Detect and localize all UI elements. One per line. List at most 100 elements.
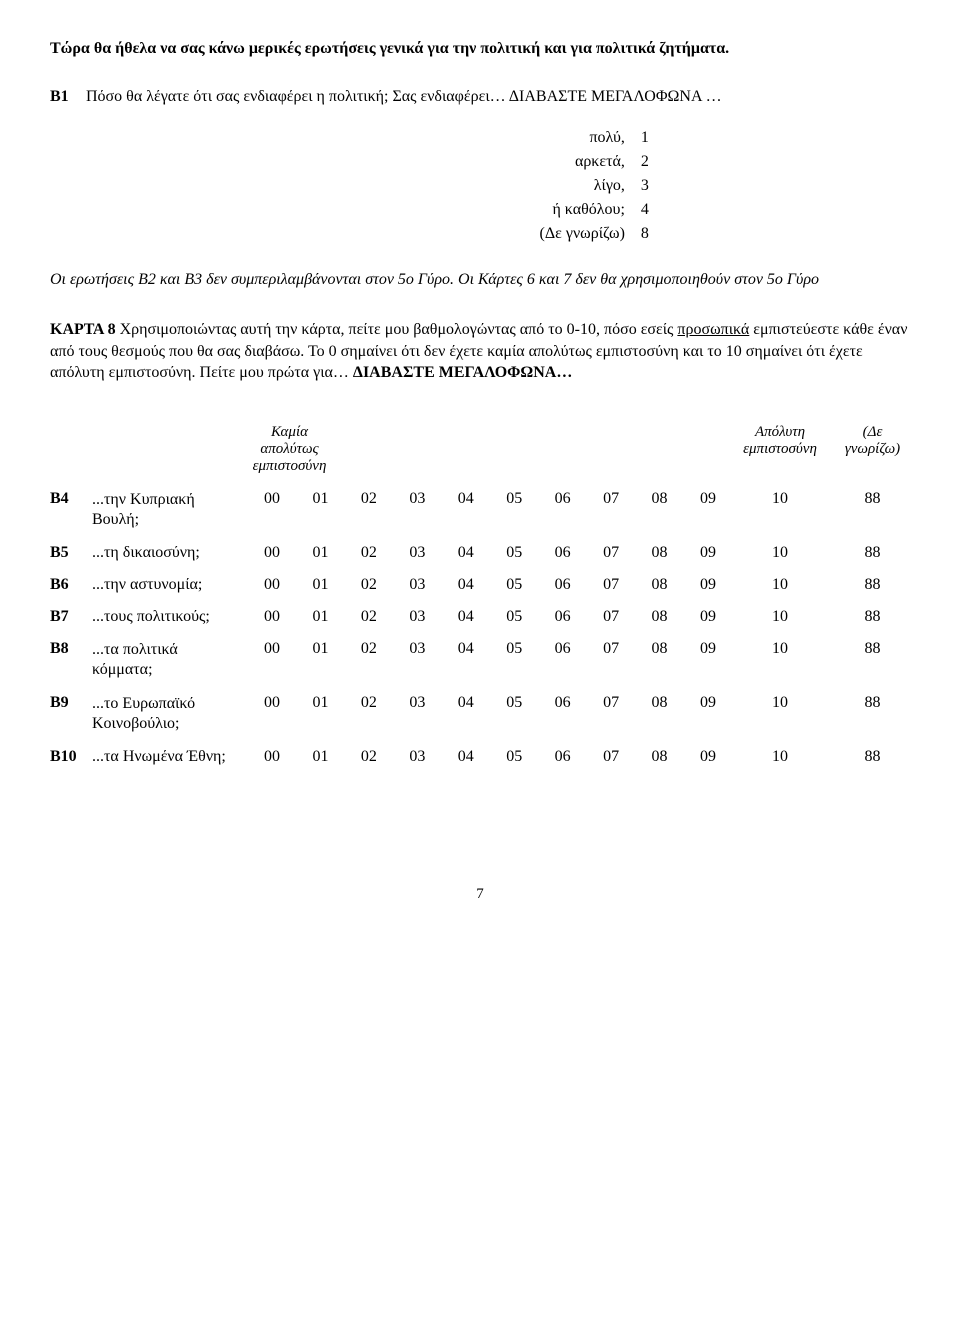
b1-option-code: 2: [633, 150, 690, 174]
scale-number: 04: [449, 748, 483, 766]
scale-number: 08: [643, 576, 677, 594]
scale-item-code: B5: [50, 544, 92, 562]
scale-row: B6...την αστυνομία;000102030405060708091…: [50, 576, 910, 594]
scale-number: 06: [546, 608, 580, 626]
scale-ten: 10: [725, 694, 835, 712]
page-number: 7: [50, 886, 910, 903]
scale-number: 01: [303, 608, 337, 626]
b1-option-label: πολύ,: [270, 126, 633, 150]
scale-number: 07: [594, 748, 628, 766]
scale-number: 00: [255, 490, 289, 508]
scale-item-code: B10: [50, 748, 92, 766]
scale-row: B5...τη δικαιοσύνη;000102030405060708091…: [50, 544, 910, 562]
scale-numbers: 00010203040506070809: [255, 544, 725, 562]
scale-dk: 88: [835, 640, 910, 658]
scale-dk: 88: [835, 748, 910, 766]
scale-number: 00: [255, 608, 289, 626]
scale-number: 04: [449, 490, 483, 508]
scale-dk: 88: [835, 608, 910, 626]
b1-option-label: λίγο,: [270, 174, 633, 198]
b1-code: B1: [50, 88, 78, 106]
b1-option-row: αρκετά,2: [270, 150, 690, 174]
scale-number: 03: [400, 544, 434, 562]
card-tail: ΔΙΑΒΑΣΤΕ ΜΕΓΑΛΟΦΩΝΑ…: [353, 364, 572, 381]
scale-dk: 88: [835, 490, 910, 508]
scale-number: 01: [303, 748, 337, 766]
scale-number: 03: [400, 640, 434, 658]
scale-number: 01: [303, 490, 337, 508]
scale-item-label: ...την αστυνομία;: [92, 576, 255, 594]
card-lead: ΚΑΡΤΑ 8: [50, 321, 116, 338]
scale-number: 07: [594, 608, 628, 626]
scale-number: 02: [352, 748, 386, 766]
scale-number: 04: [449, 640, 483, 658]
scale-number: 09: [691, 490, 725, 508]
scale-number: 01: [303, 544, 337, 562]
scale-number: 04: [449, 544, 483, 562]
scale-number: 06: [546, 490, 580, 508]
scale-number: 04: [449, 576, 483, 594]
scale-number: 02: [352, 640, 386, 658]
scale-items-container: B4...την ΚυπριακήΒουλή;00010203040506070…: [50, 490, 910, 766]
scale-number: 03: [400, 748, 434, 766]
b1-option-row: πολύ,1: [270, 126, 690, 150]
scale-row: B7...τους πολιτικούς;0001020304050607080…: [50, 608, 910, 626]
scale-dk: 88: [835, 576, 910, 594]
scale-number: 03: [400, 490, 434, 508]
b1-option-label: ή καθόλου;: [270, 198, 633, 222]
scale-numbers: 00010203040506070809: [255, 576, 725, 594]
scale-number: 02: [352, 576, 386, 594]
scale-ten: 10: [725, 608, 835, 626]
scale-row: B8...τα πολιτικάκόμματα;0001020304050607…: [50, 640, 910, 680]
b1-option-label: (Δε γνωρίζω): [270, 222, 633, 246]
scale-headers: Καμία απολύτως εμπιστοσύνη Απόλυτη εμπισ…: [50, 424, 910, 475]
round-note: Οι ερωτήσεις Β2 και Β3 δεν συμπεριλαμβάν…: [50, 271, 910, 289]
scale-header-right: Απόλυτη εμπιστοσύνη: [725, 424, 835, 475]
b1-option-row: ή καθόλου;4: [270, 198, 690, 222]
scale-numbers: 00010203040506070809: [255, 608, 725, 626]
scale-number: 06: [546, 748, 580, 766]
scale-number: 06: [546, 640, 580, 658]
scale-number: 07: [594, 490, 628, 508]
card-underline: προσωπικά: [677, 321, 749, 338]
b1-option-code: 1: [633, 126, 690, 150]
scale-item-code: B4: [50, 490, 92, 508]
scale-number: 03: [400, 608, 434, 626]
scale-header-left: Καμία απολύτως εμπιστοσύνη: [247, 424, 332, 475]
scale-number: 03: [400, 576, 434, 594]
question-b1: B1 Πόσο θα λέγατε ότι σας ενδιαφέρει η π…: [50, 88, 910, 246]
scale-number: 00: [255, 544, 289, 562]
scale-number: 05: [497, 748, 531, 766]
card-body1: Χρησιμοποιώντας αυτή την κάρτα, πείτε μο…: [116, 321, 678, 338]
scale-numbers: 00010203040506070809: [255, 490, 725, 508]
scale-number: 08: [643, 748, 677, 766]
scale-number: 05: [497, 694, 531, 712]
scale-number: 05: [497, 608, 531, 626]
scale-number: 00: [255, 748, 289, 766]
scale-number: 07: [594, 694, 628, 712]
scale-number: 00: [255, 694, 289, 712]
scale-number: 08: [643, 694, 677, 712]
scale-ten: 10: [725, 640, 835, 658]
scale-number: 06: [546, 694, 580, 712]
b1-option-row: λίγο,3: [270, 174, 690, 198]
scale-number: 02: [352, 608, 386, 626]
scale-row: B9...το ΕυρωπαϊκόΚοινοβούλιο;00010203040…: [50, 694, 910, 734]
b1-option-row: (Δε γνωρίζω)8: [270, 222, 690, 246]
scale-number: 01: [303, 576, 337, 594]
scale-item-label: ...την ΚυπριακήΒουλή;: [92, 490, 255, 530]
scale-item-label: ...το ΕυρωπαϊκόΚοινοβούλιο;: [92, 694, 255, 734]
scale-number: 02: [352, 694, 386, 712]
scale-number: 06: [546, 576, 580, 594]
scale-number: 01: [303, 694, 337, 712]
card-instructions: ΚΑΡΤΑ 8 Χρησιμοποιώντας αυτή την κάρτα, …: [50, 319, 910, 384]
scale-number: 09: [691, 544, 725, 562]
scale-item-label: ...τους πολιτικούς;: [92, 608, 255, 626]
scale-number: 09: [691, 608, 725, 626]
scale-number: 09: [691, 640, 725, 658]
scale-numbers: 00010203040506070809: [255, 748, 725, 766]
scale-numbers: 00010203040506070809: [255, 694, 725, 712]
b1-option-code: 8: [633, 222, 690, 246]
scale-item-code: B7: [50, 608, 92, 626]
scale-item-label: ...τα Ηνωμένα Έθνη;: [92, 748, 255, 766]
